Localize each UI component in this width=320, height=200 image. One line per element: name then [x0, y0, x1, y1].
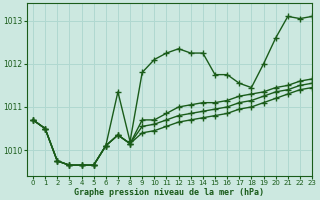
X-axis label: Graphe pression niveau de la mer (hPa): Graphe pression niveau de la mer (hPa)	[75, 188, 265, 197]
